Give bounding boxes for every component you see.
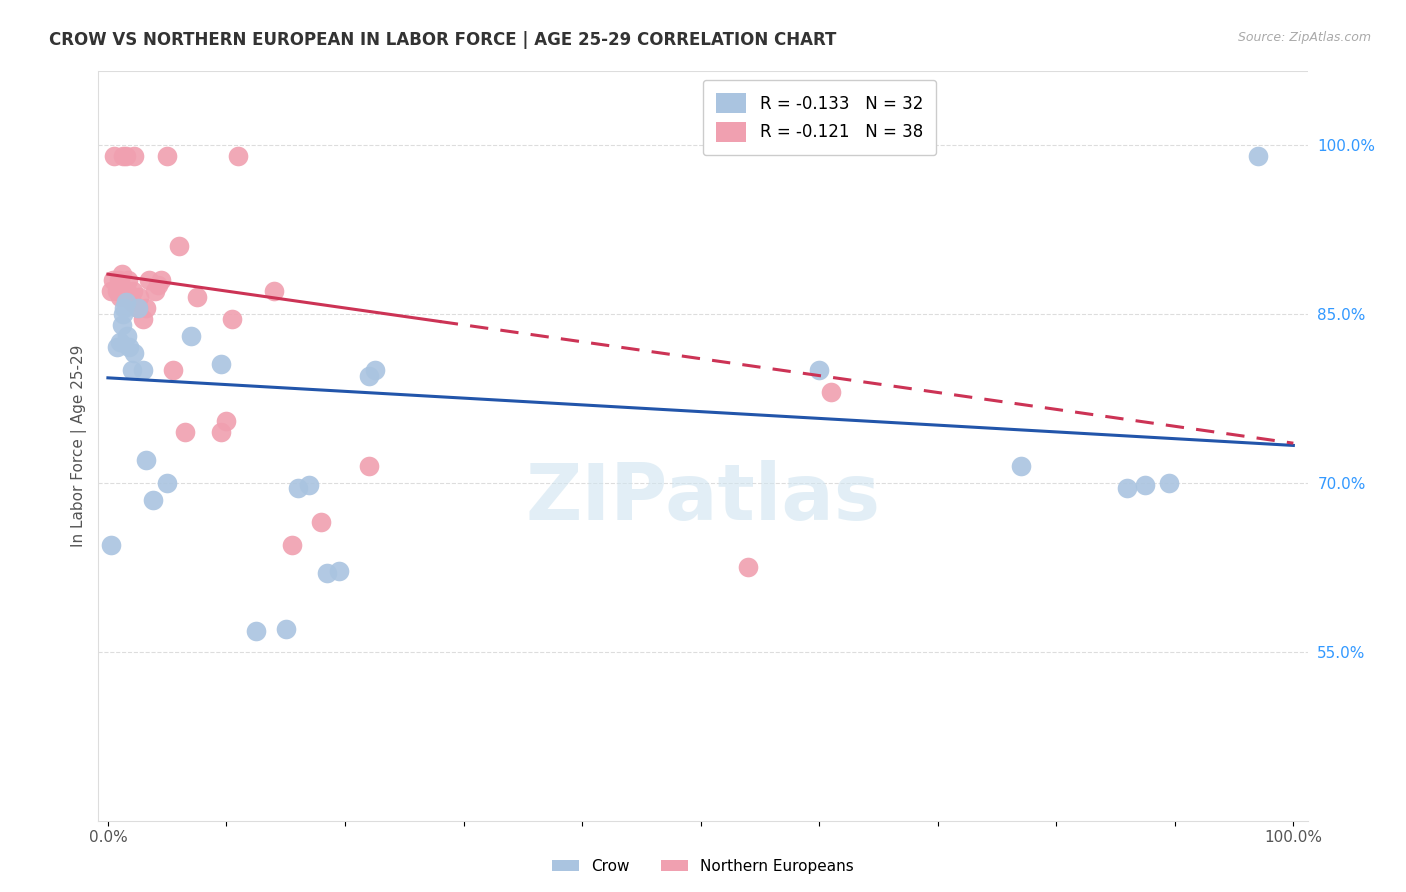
Point (298, 478, 321, 492)
Text: ZIPatlas: ZIPatlas (526, 460, 880, 536)
Point (280, 538, 302, 552)
Point (128, 290, 150, 304)
Point (146, 278, 169, 293)
Point (226, 149, 249, 163)
Point (112, 307, 135, 321)
Point (1247, 149, 1270, 163)
Point (132, 312, 155, 326)
Point (121, 284, 143, 298)
Point (162, 363, 184, 377)
Point (311, 515, 333, 529)
Point (135, 453, 157, 467)
Legend: Crow, Northern Europeans: Crow, Northern Europeans (546, 853, 860, 880)
Point (117, 273, 139, 287)
Y-axis label: In Labor Force | Age 25-29: In Labor Force | Age 25-29 (72, 345, 87, 547)
Point (737, 560, 759, 574)
Point (122, 346, 145, 360)
Point (274, 622, 297, 636)
Point (110, 278, 132, 293)
Point (127, 301, 149, 315)
Point (186, 290, 208, 304)
Legend: R = -0.133   N = 32, R = -0.121   N = 38: R = -0.133 N = 32, R = -0.121 N = 38 (703, 79, 936, 155)
Point (215, 414, 238, 428)
Point (112, 149, 135, 163)
Point (115, 284, 138, 298)
Point (316, 566, 339, 580)
Point (143, 284, 166, 298)
Point (363, 363, 385, 377)
Point (105, 340, 128, 354)
Point (108, 290, 131, 304)
Point (820, 385, 842, 400)
Point (174, 425, 197, 439)
Text: Source: ZipAtlas.com: Source: ZipAtlas.com (1237, 31, 1371, 45)
Point (156, 475, 179, 490)
Point (138, 273, 160, 287)
Point (105, 284, 128, 298)
Point (1010, 458, 1032, 473)
Text: CROW VS NORTHERN EUROPEAN IN LABOR FORCE | AGE 25-29 CORRELATION CHART: CROW VS NORTHERN EUROPEAN IN LABOR FORCE… (49, 31, 837, 49)
Point (114, 301, 136, 315)
Point (118, 340, 141, 354)
Point (357, 458, 380, 473)
Point (114, 295, 136, 310)
Point (115, 329, 138, 343)
Point (808, 363, 831, 377)
Point (107, 273, 129, 287)
Point (101, 273, 124, 287)
Point (1133, 478, 1156, 492)
Point (100, 284, 122, 298)
Point (245, 624, 267, 639)
Point (111, 318, 134, 332)
Point (111, 267, 134, 281)
Point (135, 301, 157, 315)
Point (1116, 481, 1139, 495)
Point (263, 284, 285, 298)
Point (114, 149, 136, 163)
Point (357, 368, 380, 383)
Point (122, 149, 145, 163)
Point (328, 564, 350, 578)
Point (121, 363, 143, 377)
Point (221, 312, 243, 326)
Point (121, 295, 143, 310)
Point (103, 149, 125, 163)
Point (100, 538, 122, 552)
Point (167, 239, 190, 253)
Point (1157, 475, 1180, 490)
Point (132, 363, 155, 377)
Point (156, 149, 179, 163)
Point (209, 425, 232, 439)
Point (108, 334, 131, 349)
Point (180, 329, 202, 343)
Point (209, 357, 232, 371)
Point (287, 481, 309, 495)
Point (150, 273, 173, 287)
Point (142, 492, 165, 507)
Point (127, 301, 149, 315)
